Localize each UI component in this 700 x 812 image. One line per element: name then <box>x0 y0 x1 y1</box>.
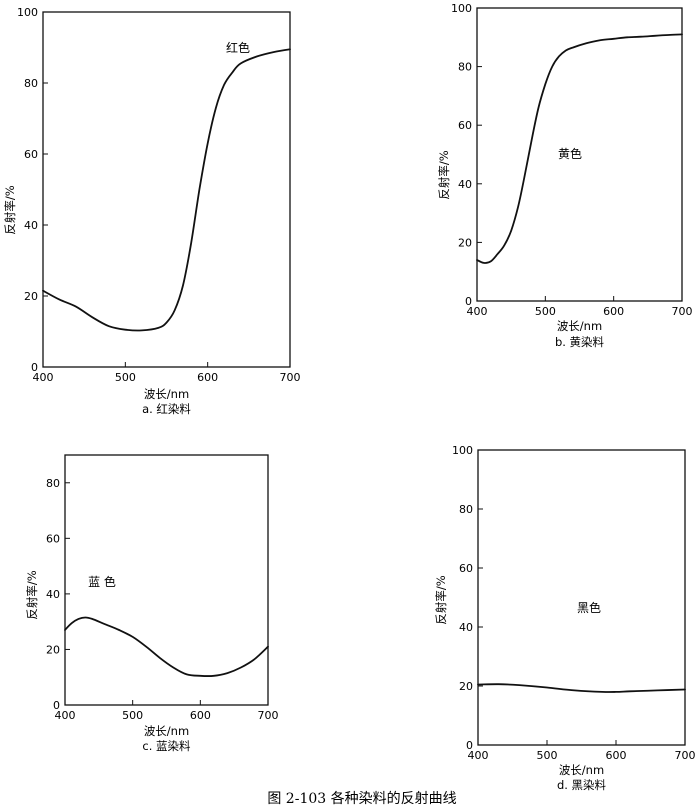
x-tick-label: 700 <box>280 371 301 384</box>
y-tick-label: 60 <box>459 562 473 575</box>
x-tick-label: 700 <box>672 305 693 318</box>
x-axis-label: 波长/nm <box>144 387 189 401</box>
x-tick-label: 500 <box>115 371 136 384</box>
plot-frame <box>42 11 291 368</box>
x-tick-label: 500 <box>537 749 558 762</box>
y-axis-label: 反射率/% <box>3 185 17 234</box>
x-axis-label: 波长/nm <box>559 763 604 777</box>
x-tick-label: 400 <box>33 371 54 384</box>
x-tick-label: 700 <box>258 709 279 722</box>
x-tick-label: 600 <box>197 371 218 384</box>
plot-frame <box>477 449 686 746</box>
y-tick-label: 60 <box>458 119 472 132</box>
figure-caption: 图 2-103 各种染料的反射曲线 <box>267 791 456 807</box>
y-tick-label: 80 <box>24 77 38 90</box>
x-tick-label: 600 <box>606 749 627 762</box>
y-tick-label: 20 <box>458 236 472 249</box>
y-axis-label: 反射率/% <box>25 570 39 619</box>
y-tick-label: 20 <box>46 643 60 656</box>
x-axis-label: 波长/nm <box>144 724 189 738</box>
y-tick-label: 80 <box>458 61 472 74</box>
x-tick-label: 700 <box>675 749 696 762</box>
reflectance-curve <box>42 48 291 332</box>
y-axis-label: 反射率/% <box>437 150 451 199</box>
reflectance-curve <box>64 616 269 677</box>
curve-annotation: 红色 <box>226 40 250 55</box>
y-tick-label: 0 <box>31 361 38 374</box>
y-tick-label: 60 <box>24 148 38 161</box>
y-tick-label: 40 <box>458 178 472 191</box>
y-axis-label: 反射率/% <box>434 575 448 624</box>
y-tick-label: 80 <box>46 477 60 490</box>
panel-label: d. 黑染料 <box>557 778 607 792</box>
y-tick-label: 60 <box>46 532 60 545</box>
y-tick-label: 40 <box>46 588 60 601</box>
x-tick-label: 500 <box>535 305 556 318</box>
plot-frame <box>476 7 683 302</box>
x-tick-label: 500 <box>122 709 143 722</box>
y-tick-label: 40 <box>24 219 38 232</box>
x-tick-label: 400 <box>468 749 489 762</box>
panel-label: b. 黄染料 <box>555 335 605 349</box>
x-axis-label: 波长/nm <box>557 319 602 333</box>
y-tick-label: 100 <box>17 6 38 19</box>
x-tick-label: 400 <box>467 305 488 318</box>
y-tick-label: 100 <box>451 2 472 15</box>
y-tick-label: 100 <box>452 444 473 457</box>
y-tick-label: 0 <box>466 739 473 752</box>
curve-annotation: 黄色 <box>558 147 582 161</box>
panel-label: c. 蓝染料 <box>142 739 191 753</box>
x-tick-label: 600 <box>603 305 624 318</box>
y-tick-label: 0 <box>465 295 472 308</box>
y-tick-label: 40 <box>459 621 473 634</box>
reflectance-curve <box>476 33 683 264</box>
y-tick-label: 20 <box>24 290 38 303</box>
curve-annotation: 蓝 色 <box>88 575 116 589</box>
x-tick-label: 600 <box>190 709 211 722</box>
chart-panel-blue-dye: 0 20 40 60 80 400 500 600 700 蓝 色波长/nm 反射率/% c. 蓝染料 <box>25 454 279 753</box>
y-tick-label: 0 <box>53 699 60 712</box>
reflectance-curve <box>477 683 686 693</box>
plot-frame <box>64 454 269 706</box>
curve-annotation: 黑色 <box>577 601 601 615</box>
panel-label: a. 红染料 <box>142 402 191 416</box>
y-tick-label: 20 <box>459 680 473 693</box>
y-tick-label: 80 <box>459 503 473 516</box>
x-tick-label: 400 <box>55 709 76 722</box>
